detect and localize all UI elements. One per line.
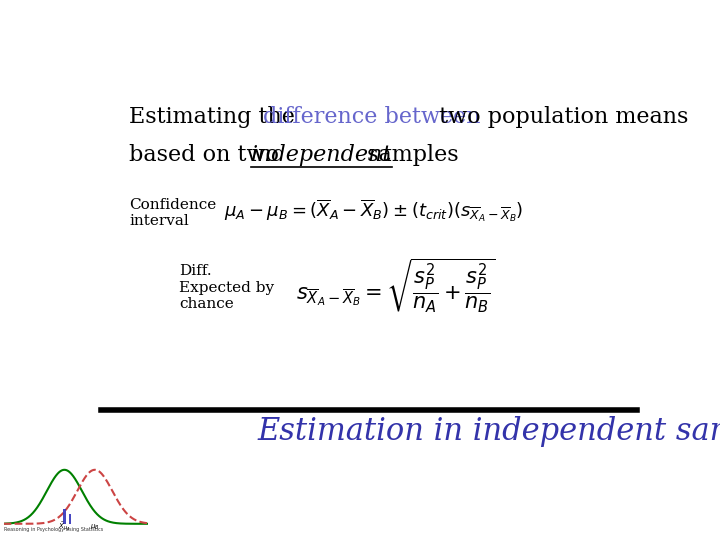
Text: based on two: based on two	[129, 144, 286, 166]
Text: difference between: difference between	[263, 106, 481, 129]
Text: Reasoning in Psychology Using Statistics: Reasoning in Psychology Using Statistics	[4, 528, 103, 532]
Text: $\mu_B$: $\mu_B$	[90, 523, 99, 532]
Text: two population means: two population means	[432, 106, 688, 129]
Bar	[68, 514, 71, 524]
Text: Diff.
Expected by
chance: Diff. Expected by chance	[179, 265, 274, 311]
Text: Confidence
interval: Confidence interval	[129, 198, 216, 228]
Text: samples: samples	[361, 144, 459, 166]
Text: Estimation in independent samples design: Estimation in independent samples design	[258, 416, 720, 447]
Text: $\mu_A - \mu_B = (\overline{X}_A - \overline{X}_B) \pm (t_{crit})(s_{\overline{X: $\mu_A - \mu_B = (\overline{X}_A - \over…	[224, 198, 523, 225]
Bar	[63, 509, 66, 524]
Text: Estimating the: Estimating the	[129, 106, 302, 129]
Text: $s_{\overline{X}_A - \overline{X}_B} = \sqrt{\dfrac{s_P^2}{n_A} + \dfrac{s_P^2}{: $s_{\overline{X}_A - \overline{X}_B} = \…	[297, 256, 496, 314]
Text: independent: independent	[251, 144, 392, 166]
Text: $\bar{X}_{\mu_A}$: $\bar{X}_{\mu_A}$	[58, 520, 71, 533]
